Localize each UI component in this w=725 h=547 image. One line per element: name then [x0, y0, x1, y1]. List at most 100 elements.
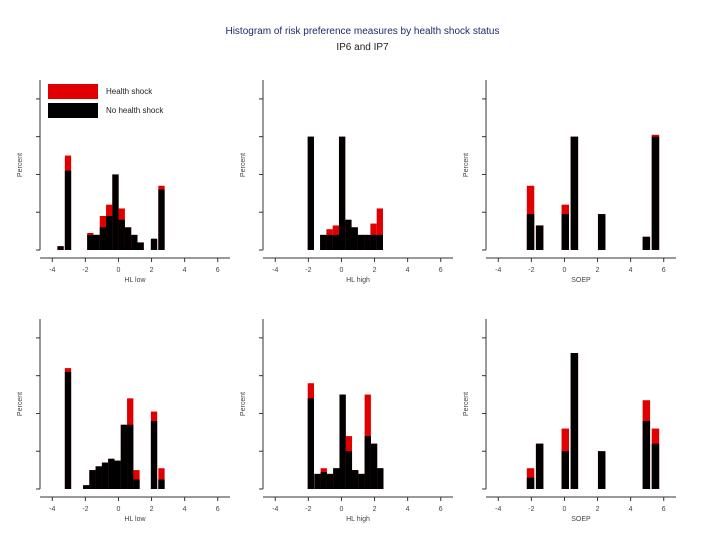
bar-no-health-shock	[320, 472, 327, 489]
bar-no-health-shock	[352, 470, 359, 489]
x-tick-label: 4	[406, 506, 410, 513]
y-axis-label: Percent	[463, 392, 470, 416]
x-axis-label: HL high	[346, 277, 370, 284]
bar-no-health-shock	[326, 473, 334, 489]
x-tick-label: 2	[373, 267, 377, 274]
bar-no-health-shock	[333, 468, 340, 489]
bar-no-health-shock	[127, 424, 134, 489]
bar-no-health-shock	[89, 470, 96, 489]
bar-no-health-shock	[120, 424, 128, 489]
bar-no-health-shock	[93, 234, 100, 250]
bar-no-health-shock	[158, 479, 165, 489]
x-tick-label: -4	[495, 506, 501, 513]
x-tick-label: -2	[82, 267, 88, 274]
bar-no-health-shock	[307, 398, 314, 489]
bar-no-health-shock	[131, 234, 138, 250]
x-tick-label: -2	[528, 506, 534, 513]
legend-item-health-shock: Health shock	[48, 83, 163, 100]
x-axis-label: HL high	[346, 516, 370, 523]
x-tick-label: 2	[596, 267, 600, 274]
x-axis-label: HL low	[124, 516, 146, 523]
x-tick-label: 0	[117, 506, 121, 513]
bar-no-health-shock	[570, 136, 579, 250]
bar-no-health-shock	[108, 458, 115, 489]
bar-no-health-shock	[651, 443, 660, 489]
bar-no-health-shock	[351, 227, 358, 250]
x-tick-label: 2	[373, 506, 377, 513]
bar-no-health-shock	[57, 246, 64, 250]
bar-no-health-shock	[535, 225, 544, 250]
legend-label: Health shock	[106, 87, 153, 96]
bar-no-health-shock	[124, 227, 132, 250]
bar-no-health-shock	[320, 234, 327, 250]
x-tick-label: -2	[528, 267, 534, 274]
x-tick-label: 4	[629, 267, 633, 274]
x-tick-label: 4	[183, 506, 187, 513]
bar-no-health-shock	[99, 227, 107, 250]
bar-no-health-shock	[376, 234, 383, 250]
bar-no-health-shock	[345, 219, 352, 250]
bar-no-health-shock	[150, 238, 158, 250]
bar-no-health-shock	[345, 451, 353, 489]
chart-subtitle: IP6 and IP7	[336, 42, 389, 53]
y-axis-label: Percent	[17, 153, 24, 177]
chart-title: Histogram of risk preference measures by…	[225, 26, 500, 37]
bar-no-health-shock	[561, 451, 570, 489]
bar-no-health-shock	[95, 466, 102, 489]
bar-no-health-shock	[101, 462, 109, 489]
bar-no-health-shock	[326, 234, 333, 250]
legend: Health shock No health shock	[48, 83, 163, 121]
x-axis-label: HL low	[124, 277, 146, 284]
x-tick-label: -2	[82, 506, 88, 513]
x-tick-label: 6	[216, 267, 220, 274]
x-tick-label: 4	[406, 267, 410, 274]
bar-no-health-shock	[332, 234, 339, 250]
x-tick-label: -4	[495, 267, 501, 274]
bar-no-health-shock	[112, 174, 119, 250]
bar-no-health-shock	[535, 443, 544, 489]
bar-no-health-shock	[570, 353, 579, 489]
bar-no-health-shock	[651, 136, 660, 250]
bar-no-health-shock	[83, 485, 90, 489]
x-tick-label: -4	[272, 506, 278, 513]
bar-no-health-shock	[357, 234, 365, 250]
bar-no-health-shock	[339, 394, 346, 489]
bar-no-health-shock	[370, 234, 377, 250]
x-tick-label: 2	[150, 267, 154, 274]
bar-no-health-shock	[597, 214, 606, 250]
y-axis-label: Percent	[17, 392, 24, 416]
bar-no-health-shock	[526, 214, 535, 250]
x-tick-label: 2	[150, 506, 154, 513]
bar-no-health-shock	[118, 219, 125, 250]
bar-no-health-shock	[158, 189, 165, 250]
bar-no-health-shock	[561, 214, 570, 250]
bar-no-health-shock	[106, 216, 113, 250]
x-tick-label: 2	[596, 506, 600, 513]
legend-label: No health shock	[106, 106, 164, 115]
x-axis-label: SOEP	[571, 516, 591, 523]
x-tick-label: 0	[340, 267, 344, 274]
y-axis-label: Percent	[463, 153, 470, 177]
x-tick-label: 0	[563, 506, 567, 513]
bar-no-health-shock	[364, 436, 371, 489]
bar-no-health-shock	[642, 421, 651, 489]
legend-swatch-black	[48, 103, 98, 118]
x-tick-label: 6	[439, 267, 443, 274]
x-tick-label: 0	[117, 267, 121, 274]
x-tick-label: 4	[629, 506, 633, 513]
x-tick-label: -4	[49, 506, 55, 513]
bar-no-health-shock	[364, 234, 371, 250]
bar-no-health-shock	[597, 451, 606, 489]
bar-no-health-shock	[526, 477, 535, 489]
bar-no-health-shock	[370, 443, 378, 489]
legend-item-no-health-shock: No health shock	[48, 102, 163, 119]
x-tick-label: -4	[272, 267, 278, 274]
x-tick-label: 0	[340, 506, 344, 513]
bar-no-health-shock	[358, 473, 365, 489]
x-axis-label: SOEP	[571, 277, 591, 284]
x-tick-label: 6	[439, 506, 443, 513]
bar-no-health-shock	[64, 371, 72, 489]
bar-no-health-shock	[642, 236, 651, 250]
x-tick-label: 6	[662, 267, 666, 274]
